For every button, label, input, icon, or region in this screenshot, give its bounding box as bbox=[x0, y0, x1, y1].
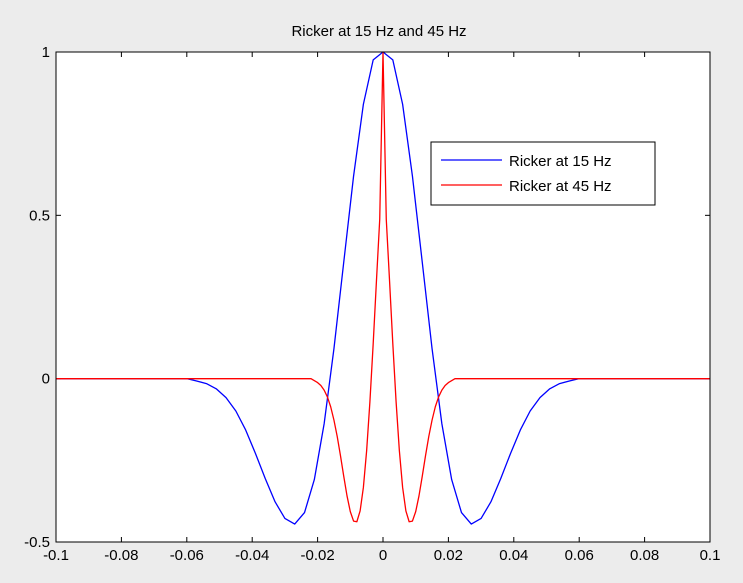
axis-tick-labels: -0.1 -0.08 -0.06 -0.04 -0.02 0 0.02 0.04 0.06 0.0… bbox=[24, 44, 720, 564]
plot-frame bbox=[55, 51, 711, 543]
x-tick-label: 0.1 bbox=[700, 547, 721, 564]
x-tick-label: 0.08 bbox=[630, 547, 659, 564]
x-tick-label: -0.06 bbox=[170, 547, 204, 564]
legend-label-15hz: Ricker at 15 Hz bbox=[509, 153, 612, 170]
x-tick-label: -0.02 bbox=[300, 547, 334, 564]
x-tick-label: 0.06 bbox=[565, 547, 594, 564]
legend: Ricker at 15 Hz Ricker at 45 Hz bbox=[430, 141, 656, 206]
chart-title: Ricker at 15 Hz and 45 Hz bbox=[291, 23, 466, 40]
legend-label-45hz: Ricker at 45 Hz bbox=[509, 178, 612, 195]
x-tick-label: -0.1 bbox=[43, 547, 69, 564]
x-tick-label: 0.02 bbox=[434, 547, 463, 564]
x-tick-label: 0 bbox=[379, 547, 387, 564]
y-tick-label: -0.5 bbox=[24, 534, 50, 551]
x-tick-label: -0.08 bbox=[104, 547, 138, 564]
x-tick-label: 0.04 bbox=[499, 547, 528, 564]
plot-area bbox=[56, 52, 710, 542]
y-tick-label: 0 bbox=[42, 371, 50, 388]
y-tick-label: 1 bbox=[42, 44, 50, 61]
y-tick-label: 0.5 bbox=[29, 207, 50, 224]
legend-box bbox=[430, 141, 656, 206]
x-tick-label: -0.04 bbox=[235, 547, 269, 564]
